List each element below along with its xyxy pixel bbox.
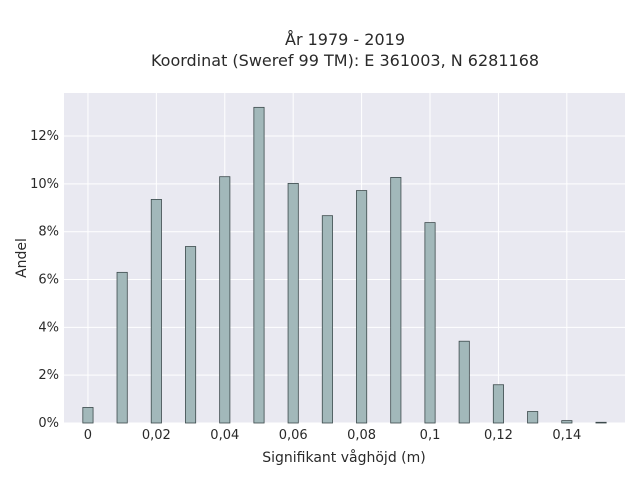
histogram-bar xyxy=(595,421,607,424)
histogram-bar xyxy=(185,246,197,424)
histogram-bar xyxy=(321,215,333,424)
histogram-bar xyxy=(424,222,436,424)
bars xyxy=(82,106,607,424)
x-tick-label: 0,12 xyxy=(484,428,513,443)
histogram-bar xyxy=(219,176,231,424)
histogram-bar xyxy=(150,199,162,424)
histogram-bar xyxy=(492,384,504,424)
x-axis-ticks: 0 0,02 0,04 0,06 0,08 0,1 0,12 0,14 xyxy=(84,428,582,443)
chart-title-line-2: Koordinat (Sweref 99 TM): E 361003, N 62… xyxy=(151,51,539,70)
x-tick-label: 0,02 xyxy=(142,428,171,443)
histogram-bar xyxy=(287,182,299,424)
x-tick-label: 0,08 xyxy=(347,428,376,443)
chart-title-line-1: År 1979 - 2019 xyxy=(285,30,405,49)
histogram-bar xyxy=(527,411,539,424)
y-tick-label: 4% xyxy=(38,320,59,335)
y-axis-ticks: 0% 2% 4% 6% 8% 10% 12% xyxy=(30,129,59,431)
y-tick-label: 8% xyxy=(38,225,59,240)
histogram-bar xyxy=(390,177,402,424)
y-tick-label: 10% xyxy=(30,177,59,192)
y-tick-label: 6% xyxy=(38,273,59,288)
x-tick-label: 0 xyxy=(84,428,92,443)
y-tick-label: 12% xyxy=(30,129,59,144)
y-tick-label: 2% xyxy=(38,368,59,383)
x-tick-label: 0,04 xyxy=(210,428,239,443)
histogram-bar xyxy=(356,190,368,424)
histogram-bar xyxy=(253,106,265,424)
y-axis-title: Andel xyxy=(14,238,30,278)
plot-area xyxy=(64,93,625,423)
histogram-bar xyxy=(82,407,94,424)
histogram-bar xyxy=(561,420,573,424)
y-tick-label: 0% xyxy=(38,416,59,431)
x-tick-label: 0,06 xyxy=(279,428,308,443)
histogram-bar xyxy=(116,271,128,424)
x-tick-label: 0,1 xyxy=(420,428,441,443)
histogram-bar xyxy=(458,340,470,424)
x-axis-title: Signifikant våghöjd (m) xyxy=(262,449,425,466)
x-tick-label: 0,14 xyxy=(552,428,581,443)
